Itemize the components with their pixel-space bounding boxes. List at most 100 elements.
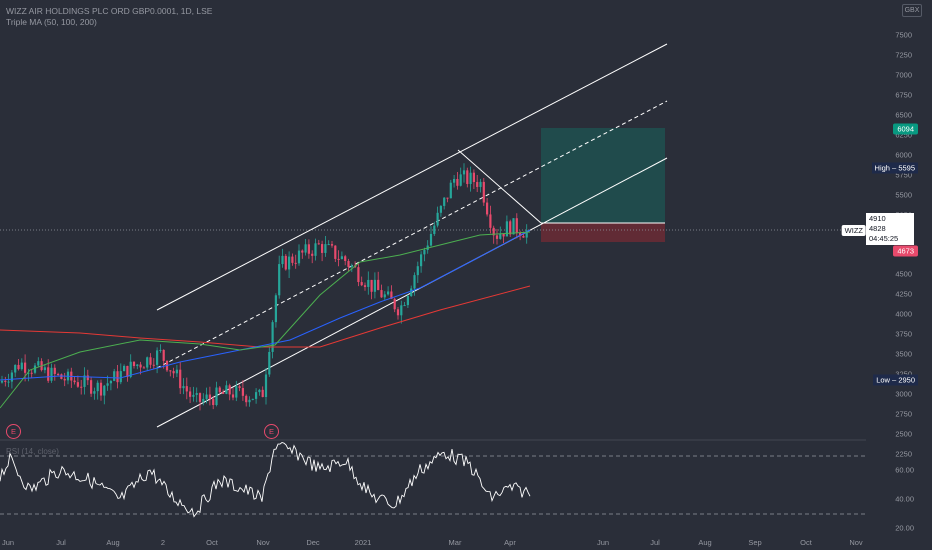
- candle-body: [76, 382, 79, 387]
- price-tick: 6000: [895, 150, 912, 160]
- candle-body: [367, 279, 370, 287]
- time-axis[interactable]: Jun Jul Aug 2 Oct Nov Dec 2021 Mar Apr Jun Jul Aug Se…: [0, 536, 932, 550]
- candle-body: [383, 294, 386, 298]
- candle-body: [327, 244, 330, 246]
- time-label: Oct: [800, 538, 812, 547]
- candle-body: [370, 279, 373, 292]
- candle-body: [215, 387, 218, 406]
- candle-body: [406, 296, 409, 306]
- candle-body: [347, 260, 350, 267]
- candle-body: [132, 361, 136, 367]
- price-tick: 2500: [895, 429, 912, 439]
- high-value: 5595: [898, 163, 915, 173]
- time-label: Dec: [306, 538, 320, 547]
- price-tick: 4250: [895, 289, 912, 299]
- time-label: Nov: [849, 538, 863, 547]
- rsi-tick-60: 60.00: [895, 465, 914, 475]
- candle-body: [37, 361, 40, 366]
- candle-body: [403, 305, 406, 307]
- price-tick: 7250: [895, 50, 912, 60]
- price-tick: 2750: [895, 409, 912, 419]
- candle-body: [179, 369, 182, 389]
- candle-body: [268, 351, 271, 375]
- candle-body: [90, 380, 93, 394]
- candle-body: [126, 365, 129, 377]
- candle-body: [334, 245, 337, 259]
- time-label: Jun: [596, 538, 610, 547]
- candle-body: [446, 197, 449, 199]
- candle-body: [400, 305, 403, 316]
- currency-badge[interactable]: GBX: [902, 4, 922, 17]
- price-chart[interactable]: [0, 0, 866, 536]
- price-tick: 2250: [895, 449, 912, 459]
- time-label: 2021: [354, 538, 372, 547]
- candle-body: [185, 386, 188, 392]
- price-axis[interactable]: 2250 2500 2750 3000 3250 3500 3750 4000 4250 4500…: [866, 0, 932, 536]
- earnings-marker-2[interactable]: E: [264, 424, 279, 439]
- high-badge: High – 5595: [871, 162, 918, 174]
- rsi-title[interactable]: RSI (14, close): [6, 447, 59, 456]
- candle-body: [116, 371, 119, 383]
- candle-body: [231, 394, 235, 398]
- candle-body: [136, 364, 139, 367]
- candle-body: [278, 264, 281, 296]
- candle-body: [258, 389, 261, 393]
- candle-body: [123, 365, 126, 372]
- candle-body: [301, 250, 304, 253]
- candle-body: [113, 371, 116, 381]
- candle-body: [251, 398, 254, 400]
- candle-body: [294, 262, 297, 264]
- candle-body: [489, 214, 492, 228]
- candle-body: [189, 391, 192, 397]
- candle-body: [235, 386, 238, 398]
- time-label: Oct: [206, 538, 218, 547]
- candle-body: [459, 174, 462, 186]
- candle-body: [103, 385, 106, 396]
- candle-body: [324, 244, 327, 253]
- candle-body: [439, 205, 442, 213]
- candle-body: [14, 364, 17, 373]
- candle-body: [93, 391, 96, 394]
- candle-body: [486, 202, 489, 215]
- candle-body: [321, 244, 324, 253]
- wedge-line: [457, 149, 542, 224]
- candle-body: [380, 290, 383, 298]
- candle-body: [311, 253, 314, 256]
- price-tick: 3250: [895, 370, 912, 379]
- candle-body: [195, 393, 198, 395]
- candle-body: [241, 388, 244, 396]
- rsi-line: [0, 441, 531, 518]
- time-label: Mar: [448, 538, 462, 547]
- candle-body: [416, 266, 419, 276]
- candle-body: [208, 394, 211, 400]
- candle-body: [99, 382, 103, 396]
- price-tick: 5750: [895, 170, 912, 180]
- candle-body: [30, 372, 33, 374]
- candle-body: [519, 232, 522, 236]
- candle-body: [27, 372, 30, 374]
- candle-body: [20, 362, 23, 370]
- candle-body: [175, 369, 178, 374]
- candle-body: [245, 395, 248, 403]
- candle-body: [83, 375, 86, 387]
- high-label: High: [874, 163, 890, 173]
- candle-body: [390, 291, 393, 299]
- indicator-label[interactable]: Triple MA (50, 100, 200): [6, 17, 97, 27]
- low-label: Low: [876, 375, 890, 385]
- candle-body: [330, 244, 334, 246]
- candle-body: [469, 172, 472, 184]
- candle-body: [499, 233, 502, 239]
- symbol-title: WIZZ AIR HOLDINGS PLC ORD GBP0.0001, 1D,…: [6, 6, 213, 16]
- price-tick: 5500: [895, 190, 912, 200]
- candle-body: [73, 380, 76, 383]
- candle-body: [228, 385, 231, 395]
- time-label: 2: [160, 538, 166, 547]
- candle-body: [10, 372, 13, 382]
- low-badge: Low – 2950: [873, 374, 918, 386]
- candle-body: [53, 367, 56, 374]
- ma-50-line: [0, 231, 531, 409]
- candle-body: [202, 398, 205, 402]
- earnings-marker-1[interactable]: E: [6, 424, 21, 439]
- candle-body: [495, 235, 499, 239]
